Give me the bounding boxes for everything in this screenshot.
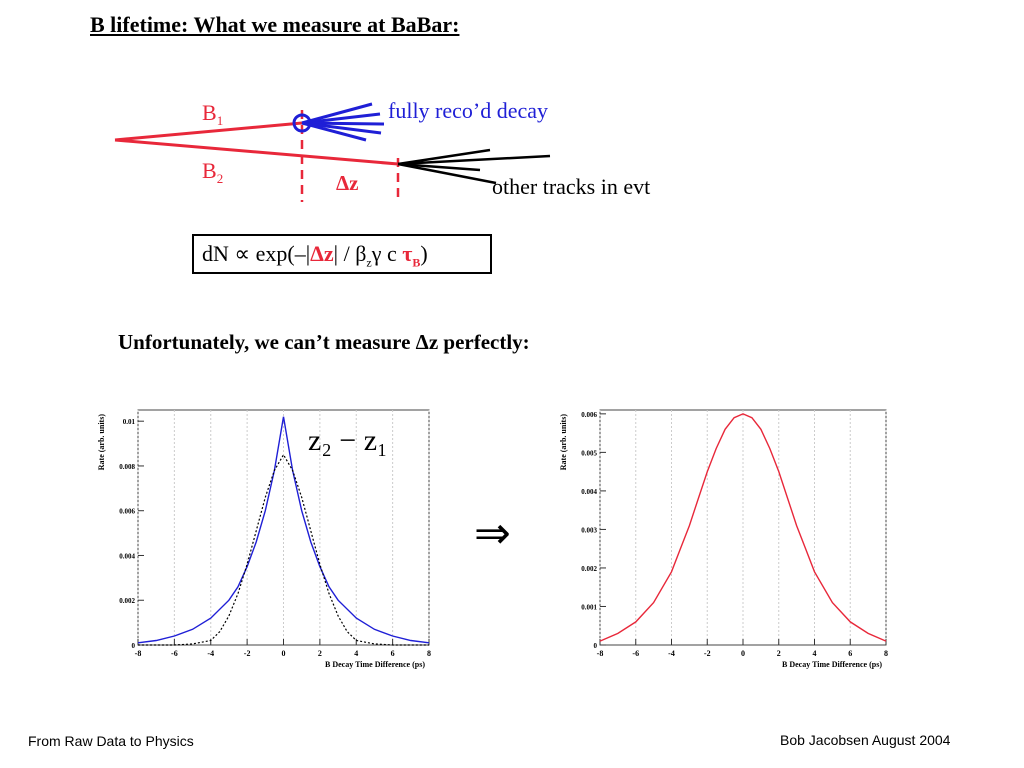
x-tick-label: -2 xyxy=(704,649,711,658)
x-tick-label: 8 xyxy=(427,649,431,658)
x-tick-label: 4 xyxy=(813,649,817,658)
x-tick-label: 0 xyxy=(282,649,286,658)
other-tracks-label: other tracks in evt xyxy=(492,174,650,199)
y-tick-label: 0.003 xyxy=(581,526,597,534)
decay-diagram: B1 B2 Δz fully reco’d decay other tracks… xyxy=(114,98,650,202)
x-tick-label: -2 xyxy=(244,649,251,658)
series-line-solid xyxy=(137,416,430,644)
y-tick-label: 0.008 xyxy=(119,463,135,471)
y-tick-label: 0.002 xyxy=(581,565,597,573)
y-tick-label: 0.005 xyxy=(581,449,597,457)
x-axis-label: B Decay Time Difference (ps) xyxy=(782,660,882,669)
plot-annotation: z₂ − z₁ xyxy=(308,424,387,457)
x-tick-label: -4 xyxy=(668,649,675,658)
slide-title: B lifetime: What we measure at BaBar: xyxy=(90,12,460,37)
x-tick-label: -8 xyxy=(597,649,604,658)
x-tick-label: 8 xyxy=(884,649,888,658)
formula-prefix: dN ∝ exp(–| xyxy=(202,241,311,266)
slide-subtitle: Unfortunately, we can’t measure Δz perfe… xyxy=(118,330,530,354)
y-axis-label: Rate (arb. units) xyxy=(559,414,568,471)
x-tick-label: -4 xyxy=(207,649,214,658)
x-tick-label: 6 xyxy=(391,649,395,658)
formula-dz: Δz xyxy=(310,241,334,266)
y-tick-label: 0.01 xyxy=(123,418,136,426)
x-tick-label: 2 xyxy=(318,649,322,658)
y-axis-label: Rate (arb. units) xyxy=(97,414,106,471)
lifetime-formula: dN ∝ exp(–|Δz| / βzγ c τB) xyxy=(192,234,492,274)
footer-right: Bob Jacobsen August 2004 xyxy=(780,732,951,748)
y-tick-label: 0.002 xyxy=(119,597,135,605)
formula-gamma-c: γ c xyxy=(371,241,403,266)
x-tick-label: -6 xyxy=(632,649,639,658)
formula-tau: τ xyxy=(402,241,413,266)
y-tick-label: 0.004 xyxy=(119,552,135,560)
y-tick-label: 0.001 xyxy=(581,603,597,611)
x-axis-label: B Decay Time Difference (ps) xyxy=(325,660,425,669)
y-tick-label: 0 xyxy=(594,642,598,650)
fully-reco-decay-label: fully reco’d decay xyxy=(388,98,548,123)
b2-track xyxy=(114,138,399,166)
y-tick-label: 0.006 xyxy=(581,411,597,419)
x-tick-label: 6 xyxy=(848,649,852,658)
x-tick-label: 4 xyxy=(354,649,358,658)
formula-suffix: ) xyxy=(420,241,428,266)
y-tick-label: 0 xyxy=(132,642,136,650)
raw-dz-plot: -8 -6 -4 -2 0 2 4 6 8 0 0.002 0.004 0.006 0.008 0.01 B … xyxy=(97,409,431,669)
y-tick-label: 0.006 xyxy=(119,508,135,516)
x-tick-label: 0 xyxy=(741,649,745,658)
series-line-solid xyxy=(599,413,887,642)
x-tick-label: -8 xyxy=(135,649,142,658)
footer-left: From Raw Data to Physics xyxy=(28,733,194,749)
formula-tau-sub: B xyxy=(412,255,421,270)
dz-label: Δz xyxy=(336,171,359,195)
series-line-dotted xyxy=(138,453,429,646)
b1-label: B1 xyxy=(202,100,223,128)
b2-label: B2 xyxy=(202,158,223,186)
other-tracks xyxy=(397,148,551,185)
formula-middle: | / β xyxy=(333,241,367,266)
formula-beta-sub: z xyxy=(366,255,372,270)
implies-arrow-icon: ⇒ xyxy=(474,508,511,559)
smeared-dz-plot: -8 -6 -4 -2 0 2 4 6 8 0 0.001 0.002 0.003 0.004 0.005 0… xyxy=(559,409,888,669)
x-tick-label: -6 xyxy=(171,649,178,658)
x-tick-label: 2 xyxy=(777,649,781,658)
reco-decay-tracks xyxy=(301,102,385,142)
y-tick-label: 0.004 xyxy=(581,488,597,496)
b1-track xyxy=(114,121,303,142)
